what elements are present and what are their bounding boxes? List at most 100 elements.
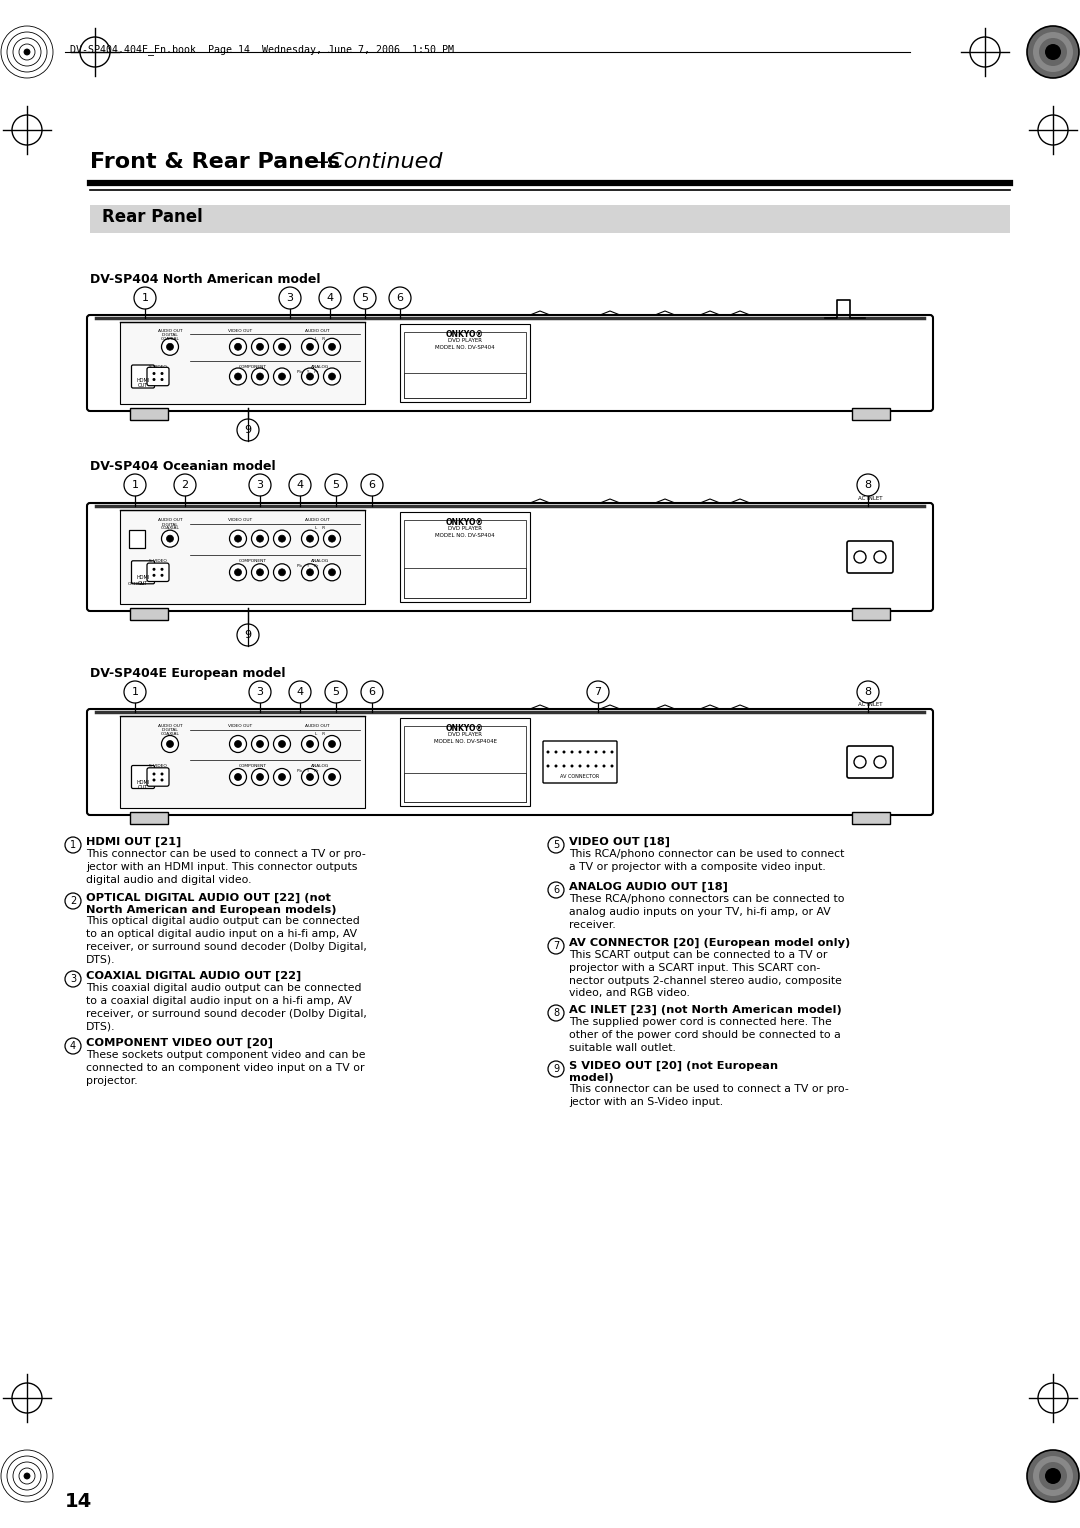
Circle shape [257,373,264,380]
Circle shape [328,344,336,350]
Text: This SCART output can be connected to a TV or
projector with a SCART input. This: This SCART output can be connected to a … [569,950,842,998]
Text: Rear Panel: Rear Panel [102,208,203,226]
Circle shape [301,735,319,752]
Circle shape [257,741,264,747]
Circle shape [1045,1468,1061,1484]
Text: AUDIO OUT
DIGITAL: AUDIO OUT DIGITAL [158,724,183,732]
Text: 8: 8 [864,480,872,490]
Circle shape [324,338,340,356]
Circle shape [563,750,566,753]
Circle shape [252,564,269,581]
Text: 7: 7 [594,688,602,697]
Text: OPTICAL: OPTICAL [127,582,146,585]
Circle shape [554,764,557,767]
Circle shape [234,741,242,747]
Text: VIDEO OUT: VIDEO OUT [228,518,252,523]
Circle shape [273,735,291,752]
Text: DV-SP404 North American model: DV-SP404 North American model [90,274,321,286]
Text: DVD PLAYER: DVD PLAYER [448,732,482,736]
Circle shape [152,575,156,576]
Text: 8: 8 [864,688,872,697]
Text: VIDEO OUT: VIDEO OUT [228,724,252,727]
Circle shape [1050,49,1056,55]
Text: This RCA/phono connector can be used to connect
a TV or projector with a composi: This RCA/phono connector can be used to … [569,850,845,872]
FancyBboxPatch shape [120,717,365,808]
Circle shape [162,735,178,752]
Text: AUDIO OUT: AUDIO OUT [305,518,329,523]
FancyBboxPatch shape [147,367,168,385]
Circle shape [301,769,319,785]
FancyBboxPatch shape [404,773,526,802]
Circle shape [328,535,336,542]
Text: ONKYO®: ONKYO® [446,518,484,527]
Text: DV-SP404E European model: DV-SP404E European model [90,668,285,680]
Text: 6: 6 [396,293,404,303]
Text: 6: 6 [368,480,376,490]
Circle shape [279,535,285,542]
FancyBboxPatch shape [847,541,893,573]
Circle shape [161,778,163,781]
FancyBboxPatch shape [852,408,890,420]
Text: COAXIAL DIGITAL AUDIO OUT [22]: COAXIAL DIGITAL AUDIO OUT [22] [86,970,301,981]
Circle shape [874,756,886,769]
Text: 9: 9 [553,1063,559,1074]
Text: COAXIAL: COAXIAL [161,336,179,341]
Circle shape [229,368,246,385]
FancyBboxPatch shape [847,746,893,778]
Circle shape [594,764,597,767]
Text: COAXIAL: COAXIAL [161,732,179,736]
Circle shape [229,564,246,581]
Text: VIDEO OUT: VIDEO OUT [228,329,252,333]
Circle shape [324,368,340,385]
FancyBboxPatch shape [404,373,526,397]
Text: 4: 4 [326,293,334,303]
FancyBboxPatch shape [852,811,890,824]
Circle shape [161,371,163,374]
Text: 5: 5 [362,293,368,303]
Circle shape [307,741,313,747]
Text: 5: 5 [333,480,339,490]
Text: 1: 1 [141,293,149,303]
Circle shape [324,564,340,581]
Text: This coaxial digital audio output can be connected
to a coaxial digital audio in: This coaxial digital audio output can be… [86,983,367,1031]
FancyBboxPatch shape [130,608,168,620]
Circle shape [234,373,242,380]
Circle shape [301,564,319,581]
Circle shape [610,750,613,753]
Text: 3: 3 [286,293,294,303]
Text: VIDEO OUT [18]: VIDEO OUT [18] [569,837,670,847]
Text: ANALOG: ANALOG [311,365,329,368]
FancyBboxPatch shape [543,741,617,782]
Circle shape [1027,26,1079,78]
FancyBboxPatch shape [132,561,154,584]
Circle shape [324,530,340,547]
Circle shape [328,373,336,380]
Circle shape [579,750,581,753]
Circle shape [24,49,30,55]
FancyBboxPatch shape [404,520,526,597]
Text: This connector can be used to connect a TV or pro-
jector with an HDMI input. Th: This connector can be used to connect a … [86,850,366,885]
FancyBboxPatch shape [130,811,168,824]
FancyBboxPatch shape [87,315,933,411]
Circle shape [279,741,285,747]
FancyBboxPatch shape [87,709,933,814]
Text: L    R: L R [315,336,325,341]
Circle shape [1050,1473,1056,1479]
Circle shape [854,756,866,769]
Text: 1: 1 [132,480,138,490]
Circle shape [1039,38,1067,66]
Circle shape [152,778,156,781]
Circle shape [229,769,246,785]
Circle shape [161,377,163,380]
Circle shape [586,750,590,753]
Circle shape [252,368,269,385]
Circle shape [152,371,156,374]
Circle shape [279,373,285,380]
Circle shape [152,773,156,776]
Circle shape [279,344,285,350]
FancyBboxPatch shape [404,726,526,802]
Text: 2: 2 [70,895,76,906]
Circle shape [301,338,319,356]
Text: AV CONNECTOR: AV CONNECTOR [561,775,599,779]
Circle shape [546,750,550,753]
